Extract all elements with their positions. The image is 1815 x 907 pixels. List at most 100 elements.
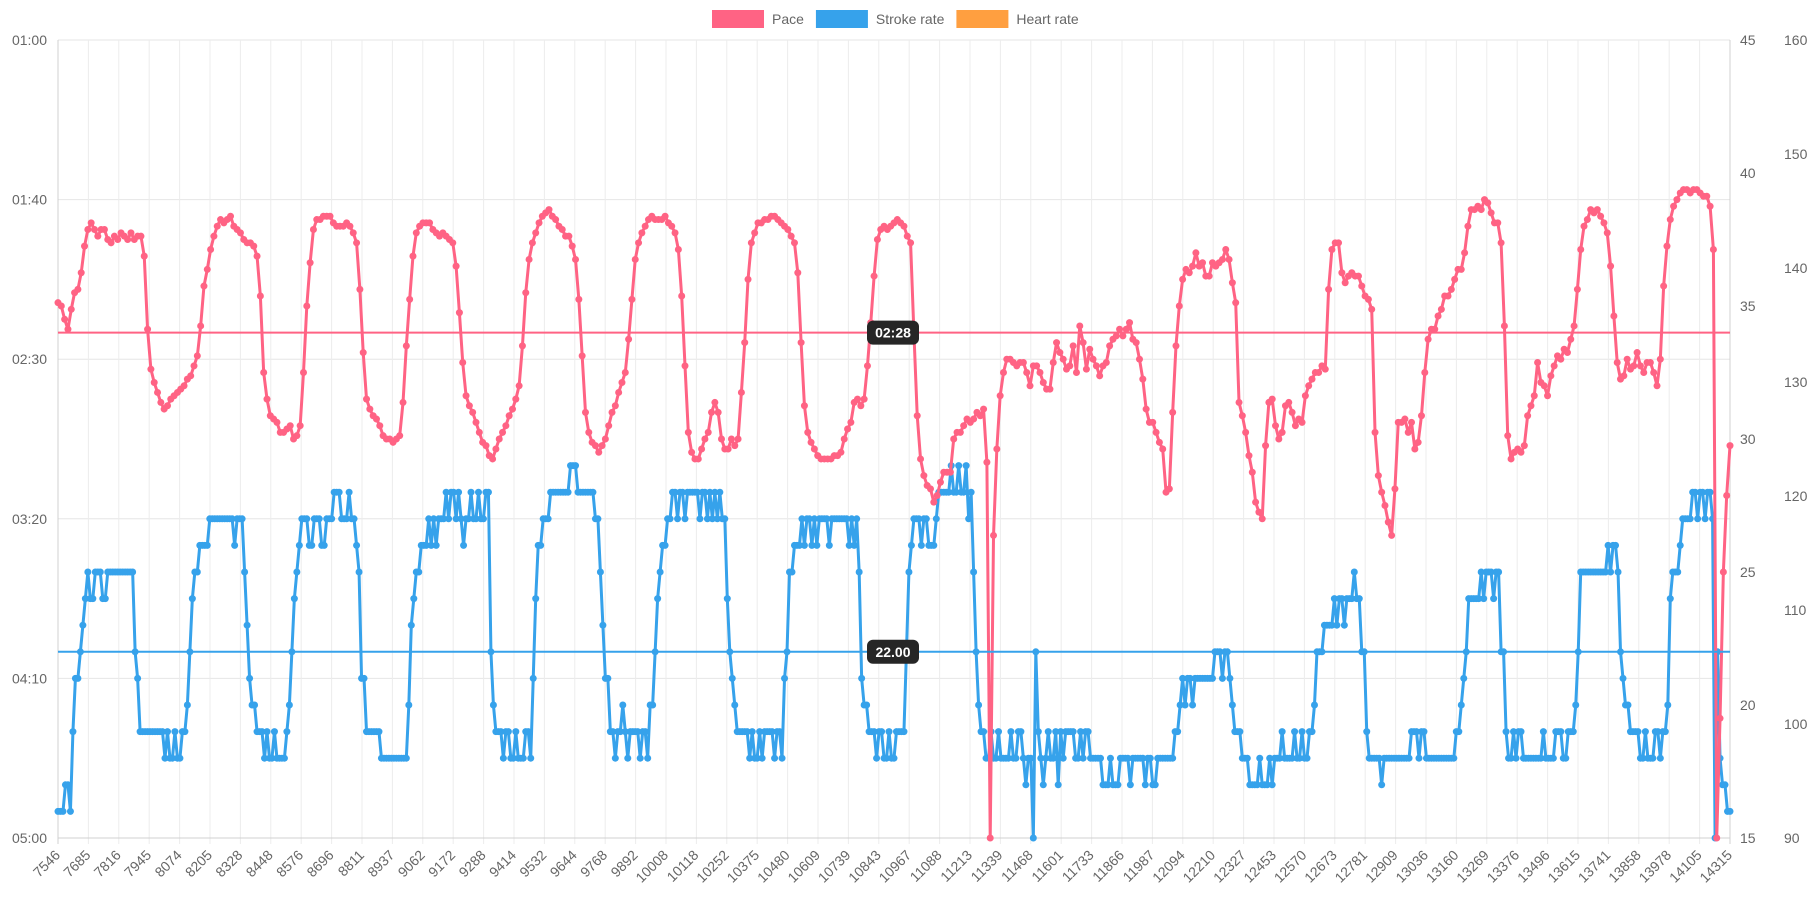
stroke-rate-point bbox=[781, 674, 789, 682]
pace-point bbox=[492, 445, 500, 453]
pace-point bbox=[844, 425, 852, 433]
legend-label: Stroke rate bbox=[876, 11, 945, 27]
pace-series bbox=[54, 186, 1734, 842]
stroke-rate-point bbox=[1308, 728, 1316, 736]
x-tick-label: 10008 bbox=[632, 847, 671, 886]
stroke-rate-point bbox=[1218, 674, 1226, 682]
pace-point bbox=[1242, 428, 1250, 436]
pace-point bbox=[535, 219, 543, 227]
stroke-rate-point bbox=[810, 515, 818, 523]
y-right-stroke-tick-label: 15 bbox=[1740, 830, 1756, 846]
pace-point bbox=[1106, 342, 1114, 350]
stroke-rate-point bbox=[995, 728, 1002, 736]
stroke-rate-point bbox=[238, 515, 246, 523]
pace-point bbox=[1278, 428, 1286, 436]
stroke-rate-point bbox=[564, 488, 572, 496]
stroke-rate-point bbox=[527, 754, 535, 762]
x-tick-label: 10252 bbox=[693, 847, 732, 886]
pace-point bbox=[1126, 319, 1134, 327]
pace-point bbox=[67, 305, 75, 313]
pace-point bbox=[1530, 392, 1538, 400]
pace-point bbox=[1335, 239, 1343, 247]
pace-point bbox=[1092, 362, 1100, 370]
y-left-tick-label: 01:40 bbox=[12, 192, 47, 208]
pace-point bbox=[671, 229, 679, 237]
stroke-rate-point bbox=[163, 728, 171, 736]
stroke-rate-point bbox=[320, 541, 328, 549]
pace-point bbox=[1076, 322, 1084, 330]
pace-point bbox=[970, 415, 978, 423]
stroke-rate-point bbox=[746, 754, 754, 762]
stroke-rate-point bbox=[1450, 754, 1458, 762]
y-right-hr-tick-label: 120 bbox=[1784, 488, 1808, 504]
stroke-rate-point bbox=[1007, 728, 1015, 736]
pace-point bbox=[94, 232, 102, 240]
stroke-rate-point bbox=[572, 462, 580, 470]
stroke-rate-point bbox=[251, 701, 259, 709]
stroke-rate-point bbox=[855, 568, 863, 576]
stroke-rate-point bbox=[945, 488, 953, 496]
x-tick-label: 8074 bbox=[151, 847, 184, 880]
pace-point bbox=[349, 229, 357, 237]
pace-point bbox=[784, 226, 792, 234]
pace-point bbox=[1255, 508, 1263, 516]
stroke-rate-point bbox=[231, 541, 239, 549]
stroke-rate-point bbox=[708, 515, 716, 523]
stroke-rate-point bbox=[74, 674, 82, 682]
pace-point bbox=[598, 442, 606, 450]
x-tick-label: 10480 bbox=[754, 847, 793, 886]
pace-point bbox=[1391, 485, 1399, 493]
stroke-rate-point bbox=[1151, 781, 1159, 789]
pace-point bbox=[1408, 418, 1416, 426]
stroke-rate-point bbox=[1126, 781, 1134, 789]
stroke-rate-point bbox=[1363, 728, 1371, 736]
pace-point bbox=[1620, 372, 1628, 380]
pace-point bbox=[515, 382, 523, 390]
pace-point bbox=[1464, 222, 1472, 230]
stroke-rate-point bbox=[1602, 568, 1610, 576]
stroke-rate-point bbox=[1054, 781, 1062, 789]
pace-point bbox=[1434, 312, 1442, 320]
stroke-rate-point bbox=[1495, 568, 1503, 576]
pace-point bbox=[628, 295, 636, 303]
x-tick-label: 13858 bbox=[1605, 847, 1644, 886]
stroke-rate-point bbox=[1077, 728, 1085, 736]
pace-point bbox=[1069, 342, 1077, 350]
x-tick-label: 13269 bbox=[1453, 847, 1492, 886]
stroke-rate-point bbox=[484, 488, 492, 496]
pace-point bbox=[260, 369, 268, 376]
stroke-rate-point bbox=[303, 515, 311, 523]
stroke-rate-point bbox=[965, 515, 973, 523]
pace-point bbox=[747, 239, 755, 247]
pace-point bbox=[1169, 408, 1177, 416]
pace-point bbox=[137, 232, 145, 240]
x-tick-label: 12327 bbox=[1210, 847, 1249, 886]
stroke-rate-point bbox=[1562, 754, 1570, 762]
stroke-rate-point bbox=[1079, 754, 1087, 762]
stroke-rate-point bbox=[171, 728, 179, 736]
pace-point bbox=[253, 252, 261, 260]
pace-point bbox=[1036, 369, 1044, 376]
stroke-rate-point bbox=[743, 728, 751, 736]
pace-point bbox=[1321, 365, 1329, 373]
pace-point bbox=[409, 252, 417, 260]
pace-point bbox=[1159, 445, 1167, 453]
pace-point bbox=[1550, 362, 1558, 370]
stroke-rate-point bbox=[1074, 754, 1082, 762]
pace-point bbox=[1298, 418, 1306, 426]
pace-point bbox=[1049, 359, 1057, 367]
stroke-rate-point bbox=[1706, 488, 1714, 496]
pace-point bbox=[1285, 398, 1293, 406]
stroke-rate-point bbox=[405, 701, 413, 709]
pace-point bbox=[1431, 325, 1439, 333]
stroke-rate-point bbox=[1612, 541, 1620, 549]
pace-point bbox=[621, 369, 629, 376]
stroke-rate-point bbox=[241, 568, 249, 576]
stroke-rate-point bbox=[656, 568, 664, 576]
stroke-rate-point bbox=[674, 515, 682, 523]
pace-point bbox=[144, 325, 152, 333]
pace-point bbox=[980, 405, 988, 413]
x-tick-label: 12570 bbox=[1271, 847, 1310, 886]
stroke-rate-point bbox=[798, 515, 806, 523]
stroke-rate-point bbox=[425, 515, 433, 523]
